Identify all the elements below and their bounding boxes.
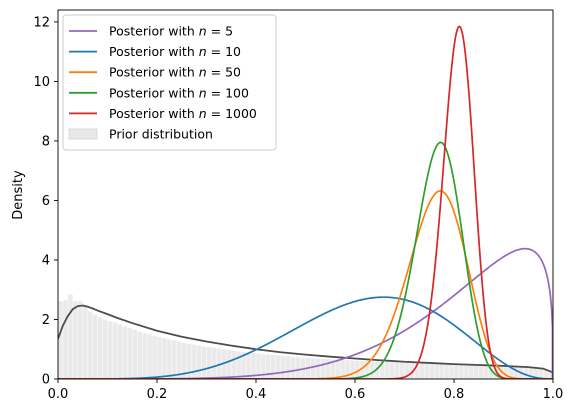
legend-label: Posterior with n = 100 (109, 85, 249, 100)
histogram-bar (503, 365, 509, 379)
x-tick-label: 0.8 (444, 387, 465, 402)
y-tick-label: 10 (33, 75, 50, 90)
prior-density-curve (58, 304, 553, 374)
histogram-bar (201, 346, 207, 379)
x-tick-label: 1.0 (543, 387, 564, 402)
y-tick-label: 12 (33, 15, 50, 30)
legend-label: Posterior with n = 10 (109, 44, 241, 59)
y-tick-label: 8 (42, 134, 50, 149)
histogram-bar (161, 337, 168, 379)
histogram-bar (82, 305, 88, 379)
legend: Posterior with n = 5 Posterior with n = 1… (62, 14, 277, 151)
histogram-bar (280, 355, 286, 379)
y-tick-label: 2 (42, 313, 50, 328)
histogram-bar (394, 362, 400, 379)
histogram-bar (453, 364, 460, 379)
histogram-bar (151, 335, 158, 379)
histogram-bar (438, 363, 445, 379)
histogram-bar (434, 363, 440, 379)
histogram-bar (448, 364, 455, 379)
histogram-bar (62, 299, 69, 379)
histogram-bar (77, 300, 83, 379)
histogram-bar (87, 310, 93, 379)
series-line (58, 25, 553, 379)
histogram-bar (483, 365, 489, 379)
histogram-bar (67, 293, 74, 379)
histogram-bar (429, 363, 435, 379)
histogram-bar (295, 356, 301, 379)
histogram-bar (102, 319, 108, 379)
y-tick-label: 0 (42, 373, 50, 388)
histogram-bar (513, 366, 519, 379)
histogram-bar (235, 350, 242, 379)
x-tick-label: 0.0 (48, 387, 69, 402)
histogram-bar (206, 346, 212, 379)
histogram-bar (107, 320, 113, 379)
histogram-bar (146, 334, 153, 379)
histogram-bar (72, 300, 78, 379)
histogram-bar (270, 354, 277, 379)
legend-label: Posterior with n = 5 (109, 24, 233, 39)
histogram-bar (523, 366, 529, 379)
histogram-bar (156, 336, 163, 379)
histogram-bar (458, 364, 465, 379)
histogram-bar (325, 358, 331, 379)
histogram-bar (478, 365, 484, 379)
series-line (58, 141, 553, 379)
legend-label: Posterior with n = 50 (109, 65, 241, 80)
histogram-bar (245, 352, 252, 379)
histogram-bar (315, 357, 321, 379)
histogram-bar (97, 316, 103, 379)
histogram-bar (171, 340, 178, 379)
histogram-bar (335, 359, 341, 379)
histogram-bar (92, 313, 98, 379)
y-axis: 0 2 4 6 8 10 12 (33, 15, 58, 388)
y-tick-label: 6 (42, 194, 50, 209)
legend-label: Posterior with n = 1000 (109, 106, 257, 121)
histogram-bar (265, 354, 272, 379)
legend-label: Prior distribution (109, 127, 213, 142)
histogram-bar (191, 344, 197, 379)
histogram-bar (127, 327, 133, 379)
histogram-bar (132, 329, 138, 379)
legend-swatch (68, 128, 98, 140)
plot-frame (57, 9, 554, 380)
y-tick-label: 4 (42, 253, 50, 268)
series-line (58, 296, 553, 379)
histogram-bar (468, 364, 475, 379)
histogram-bar (419, 363, 425, 379)
histogram-bar (463, 364, 470, 379)
histogram-bar (320, 358, 326, 379)
histogram-bar (389, 361, 395, 379)
histogram-bar (141, 332, 148, 379)
histogram-bar (211, 347, 217, 379)
histogram-bar (384, 361, 390, 379)
prior-density-line (58, 304, 553, 374)
histogram-bar (112, 322, 118, 379)
x-tick-label: 0.2 (147, 387, 168, 402)
histogram-bar (473, 364, 479, 379)
histogram-bar (231, 350, 237, 379)
x-tick-label: 0.4 (246, 387, 267, 402)
histogram-bar (290, 356, 296, 379)
histogram-bar (424, 363, 430, 379)
histogram-bar (117, 324, 123, 379)
histogram-bar (58, 300, 64, 379)
legend-box (62, 14, 277, 151)
histogram-bar (122, 325, 128, 379)
histogram-bar (310, 357, 316, 379)
histogram-bar (285, 355, 291, 379)
histogram-bar (226, 349, 232, 379)
histogram-bar (196, 345, 202, 379)
x-axis: 0.0 0.2 0.4 0.6 0.8 1.0 (48, 379, 564, 402)
histogram-bar (369, 360, 376, 379)
x-tick-label: 0.6 (345, 387, 366, 402)
histogram-bar (443, 363, 450, 379)
histogram-bar (136, 331, 143, 379)
histogram-bar (275, 354, 281, 379)
y-axis-label: Density (11, 170, 26, 220)
histogram-bar (349, 360, 356, 379)
histogram-bar (166, 338, 173, 379)
